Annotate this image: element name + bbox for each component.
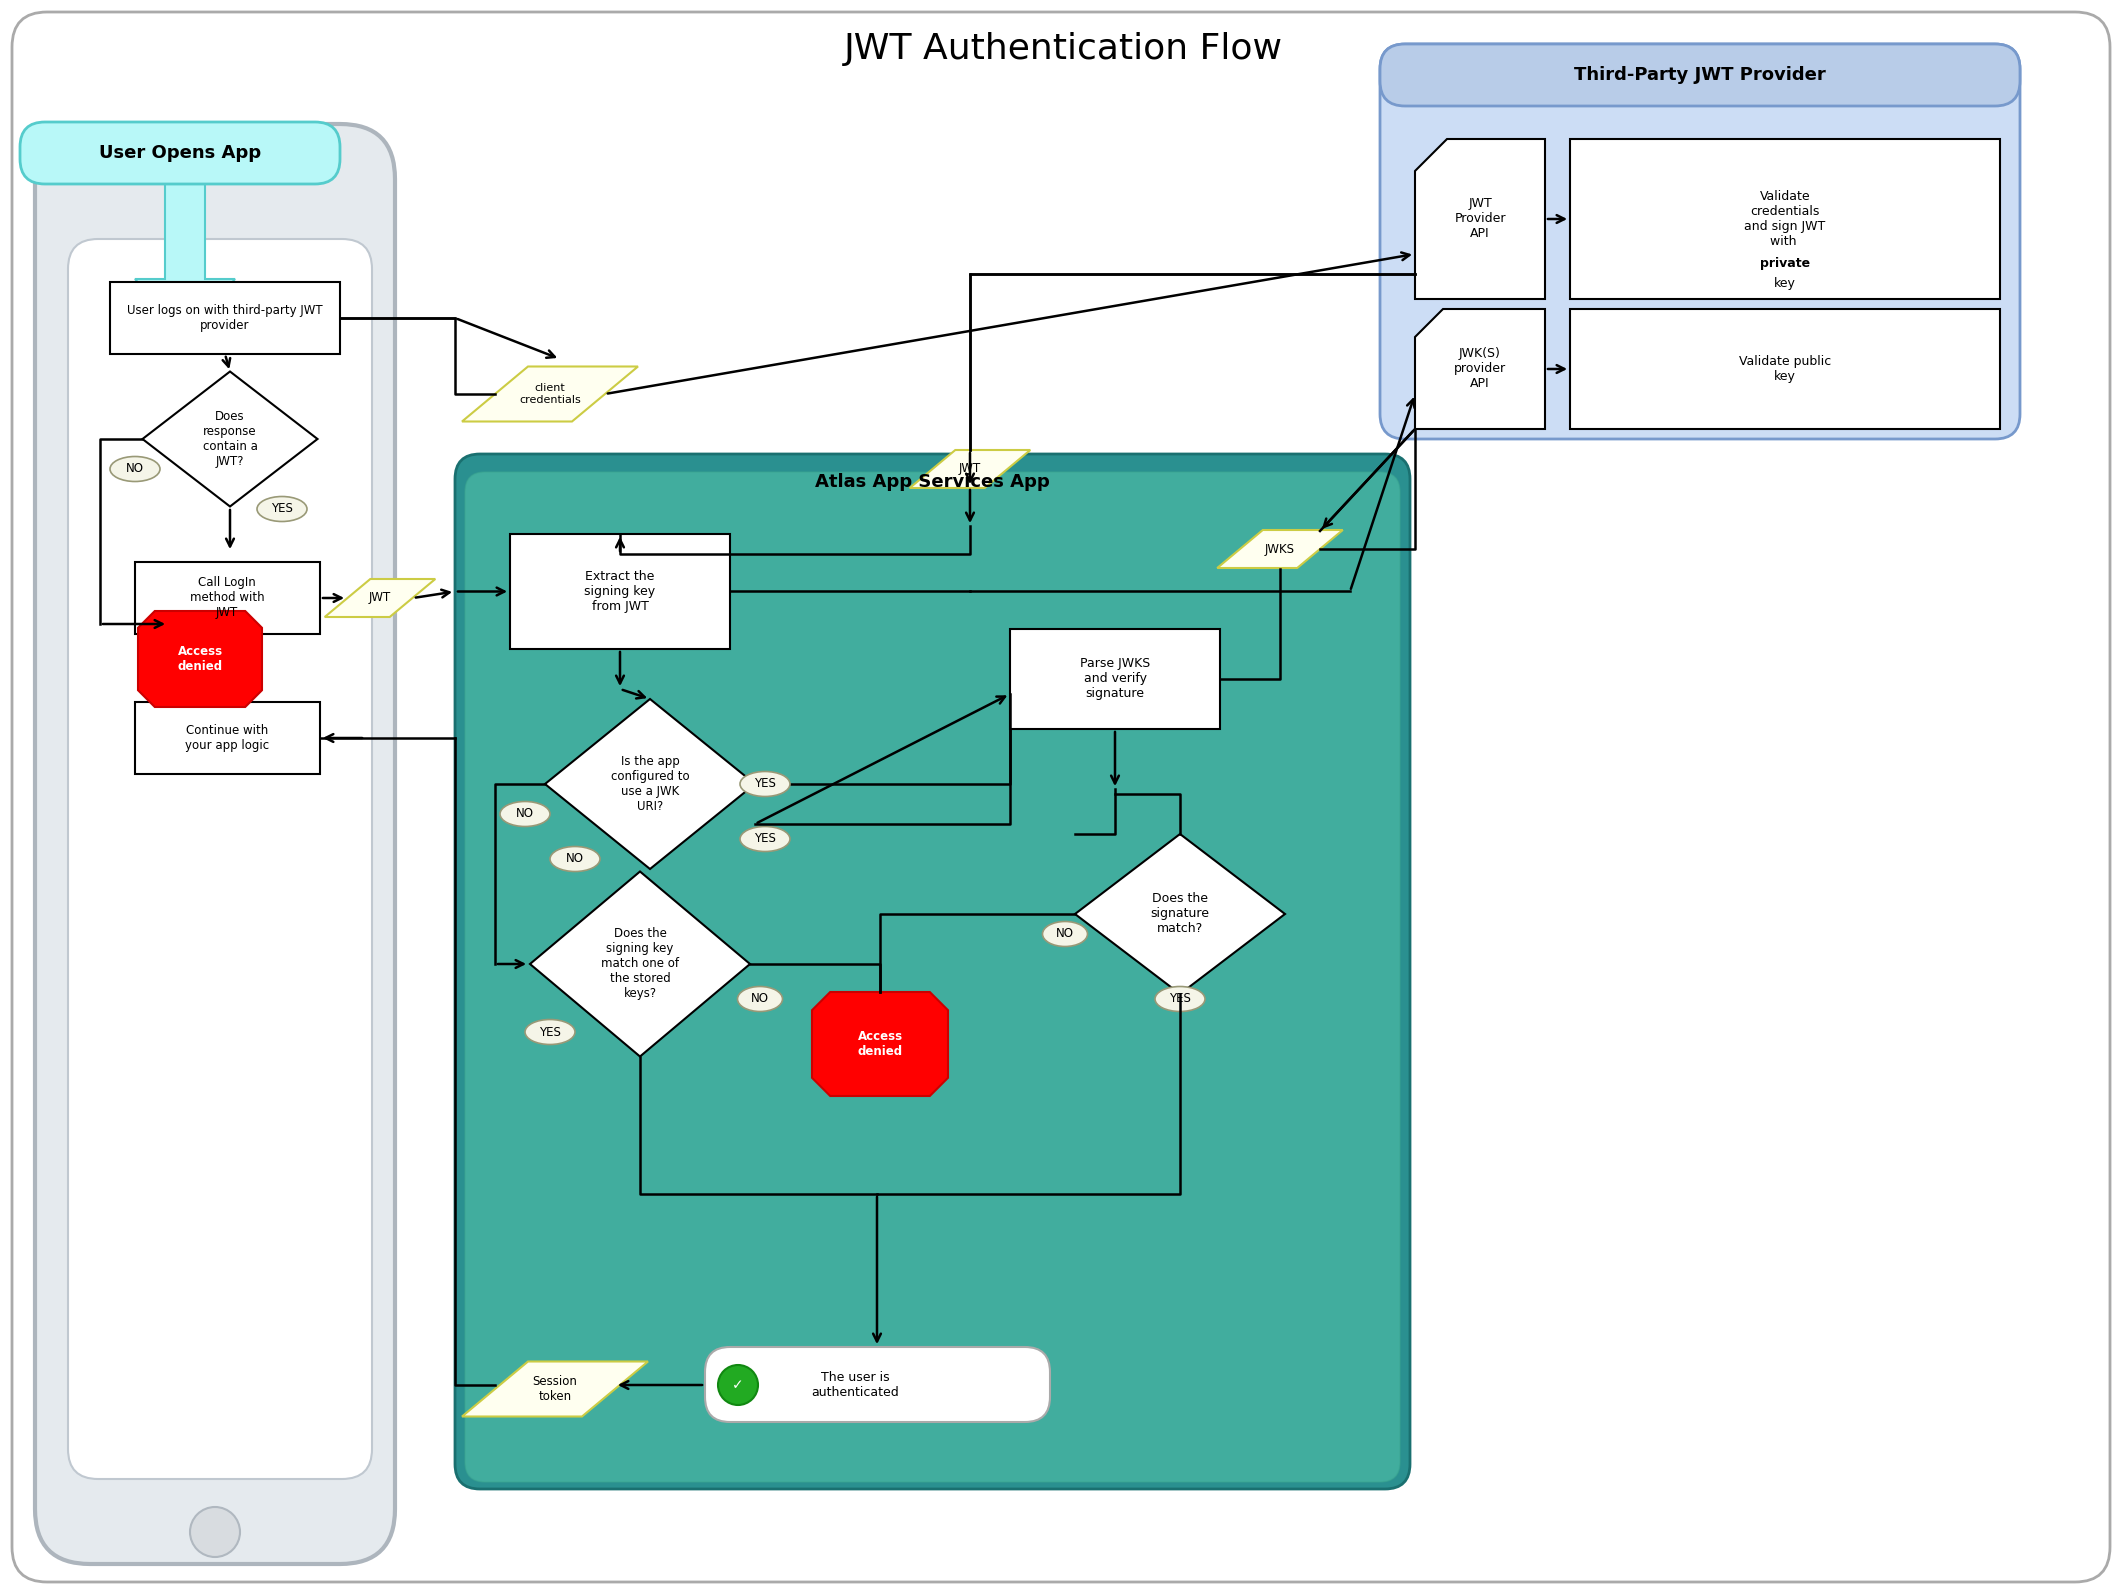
Text: Parse JWKS
and verify
signature: Parse JWKS and verify signature [1080,657,1150,700]
FancyBboxPatch shape [68,239,372,1479]
Bar [111,282,340,354]
Text: Does the
signing key
match one of
the stored
keys?: Does the signing key match one of the st… [602,928,678,1001]
Text: Third-Party JWT Provider: Third-Party JWT Provider [1573,65,1826,84]
Polygon shape [812,991,948,1097]
Text: private: private [1760,258,1809,271]
Ellipse shape [740,827,791,851]
Text: User Opens App: User Opens App [100,143,261,163]
Circle shape [189,1506,240,1557]
Text: YES: YES [270,502,293,515]
Bar [134,563,321,634]
Ellipse shape [738,987,782,1012]
Text: YES: YES [1169,993,1191,1006]
Bar [1010,630,1220,728]
Text: Atlas App Services App: Atlas App Services App [814,473,1050,491]
Ellipse shape [1042,921,1089,947]
Ellipse shape [500,802,551,827]
Text: YES: YES [755,778,776,791]
FancyBboxPatch shape [181,155,289,167]
Text: Validate
credentials
and sign JWT
with: Validate credentials and sign JWT with [1743,190,1826,249]
FancyBboxPatch shape [13,13,2109,1581]
Polygon shape [544,700,755,869]
Bar [1569,139,2001,300]
Text: Access
denied: Access denied [176,646,223,673]
Polygon shape [1416,139,1546,300]
Bar [134,701,321,775]
Text: client
credentials: client credentials [519,383,580,405]
FancyBboxPatch shape [1380,45,2020,438]
Text: NO: NO [125,462,145,475]
Polygon shape [138,611,261,708]
Ellipse shape [551,846,600,872]
Text: JWT
Provider
API: JWT Provider API [1454,198,1505,241]
Text: JWT: JWT [370,591,391,604]
Text: NO: NO [1057,928,1074,940]
Bar [1569,309,2001,429]
Text: Continue with
your app logic: Continue with your app logic [185,724,270,752]
Ellipse shape [257,496,306,521]
Text: JWT Authentication Flow: JWT Authentication Flow [844,32,1282,65]
Text: Validate public
key: Validate public key [1739,355,1830,383]
Text: Call LogIn
method with
JWT: Call LogIn method with JWT [189,577,264,620]
Text: YES: YES [540,1025,561,1039]
Polygon shape [910,450,1031,488]
Polygon shape [461,367,638,421]
FancyBboxPatch shape [455,454,1410,1489]
Polygon shape [461,1361,648,1417]
Text: Session
token: Session token [532,1376,578,1403]
Polygon shape [142,371,317,507]
Text: Is the app
configured to
use a JWK
URI?: Is the app configured to use a JWK URI? [610,756,689,813]
FancyBboxPatch shape [1380,45,2020,105]
Text: JWKS: JWKS [1265,542,1295,555]
Circle shape [719,1364,759,1404]
FancyBboxPatch shape [34,124,395,1564]
Polygon shape [1076,834,1284,995]
Polygon shape [529,872,750,1057]
FancyBboxPatch shape [19,123,340,183]
Ellipse shape [111,456,159,481]
Ellipse shape [740,771,791,797]
Polygon shape [325,579,436,617]
Ellipse shape [525,1020,574,1044]
Text: ✓: ✓ [731,1377,744,1392]
Text: Does the
signature
match?: Does the signature match? [1150,893,1210,936]
Polygon shape [1218,529,1344,567]
Text: JWK(S)
provider
API: JWK(S) provider API [1454,347,1505,391]
Text: The user is
authenticated: The user is authenticated [812,1371,899,1400]
Bar [510,534,729,649]
Text: User logs on with third-party JWT
provider: User logs on with third-party JWT provid… [128,304,323,332]
Circle shape [117,161,132,177]
Polygon shape [134,183,236,340]
Text: Access
denied: Access denied [857,1030,904,1058]
Text: NO: NO [517,808,534,821]
Text: Does
response
contain a
JWT?: Does response contain a JWT? [202,410,257,469]
Ellipse shape [1154,987,1205,1012]
FancyBboxPatch shape [706,1347,1050,1422]
Text: NO: NO [566,853,585,866]
Text: key: key [1773,277,1796,290]
Text: JWT: JWT [959,462,980,475]
Text: NO: NO [750,993,770,1006]
FancyBboxPatch shape [466,472,1401,1482]
Text: Extract the
signing key
from JWT: Extract the signing key from JWT [585,571,655,614]
Text: YES: YES [755,832,776,845]
Polygon shape [1416,309,1546,429]
